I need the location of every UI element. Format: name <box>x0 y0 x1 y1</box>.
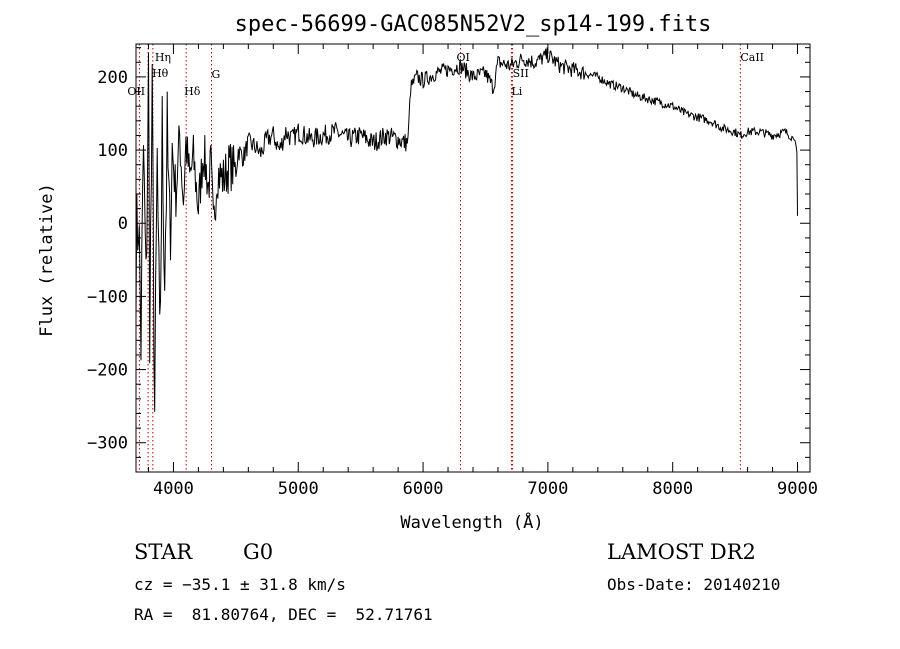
coordinates-text: RA = 81.80764, DEC = 52.71761 <box>134 605 433 624</box>
x-tick-label: 8000 <box>652 479 693 499</box>
spectrum-series <box>135 47 798 412</box>
y-tick-label: −100 <box>87 287 128 307</box>
y-tick-label: 200 <box>97 68 128 88</box>
object-class: STAR <box>134 540 193 564</box>
axis-ticks: 4000 5000 6000 7000 8000 9000 −300 −200 −100 0 100… <box>87 44 818 499</box>
line-label-oi: OI <box>457 51 470 64</box>
chart-title: spec-56699-GAC085N52V2_sp14-199.fits <box>235 12 712 37</box>
spectral-reference-lines <box>138 44 741 472</box>
survey-name: LAMOST DR2 <box>607 540 756 564</box>
spectrum-line <box>135 47 798 412</box>
line-label-hδ: Hδ <box>184 85 201 98</box>
line-label-li: Li <box>511 85 522 98</box>
spectral-line-labels: OII Hη Hθ Hδ G OI SII Li CaII <box>127 51 764 98</box>
line-label-oii: OII <box>127 85 145 98</box>
redshift-text: cz = −35.1 ± 31.8 km/s <box>134 575 346 594</box>
y-tick-label: 0 <box>118 214 128 234</box>
line-label-caii: CaII <box>740 51 764 64</box>
line-label-g: G <box>212 68 221 81</box>
x-tick-label: 7000 <box>527 479 568 499</box>
x-tick-label: 4000 <box>153 479 194 499</box>
y-tick-label: 100 <box>97 141 128 161</box>
y-tick-label: −300 <box>87 434 128 454</box>
object-subclass: G0 <box>243 540 274 564</box>
x-axis-title: Wavelength (Å) <box>400 511 543 533</box>
x-tick-label: 9000 <box>777 479 818 499</box>
y-tick-label: −200 <box>87 361 128 381</box>
y-axis-title: Flux (relative) <box>37 183 57 337</box>
line-label-hη: Hη <box>155 51 171 64</box>
x-tick-label: 5000 <box>278 479 319 499</box>
x-tick-label: 6000 <box>403 479 444 499</box>
line-label-sii: SII <box>513 67 529 80</box>
obs-date-text: Obs-Date: 20140210 <box>607 575 781 594</box>
line-label-hθ: Hθ <box>152 67 169 80</box>
plot-frame <box>135 43 811 473</box>
